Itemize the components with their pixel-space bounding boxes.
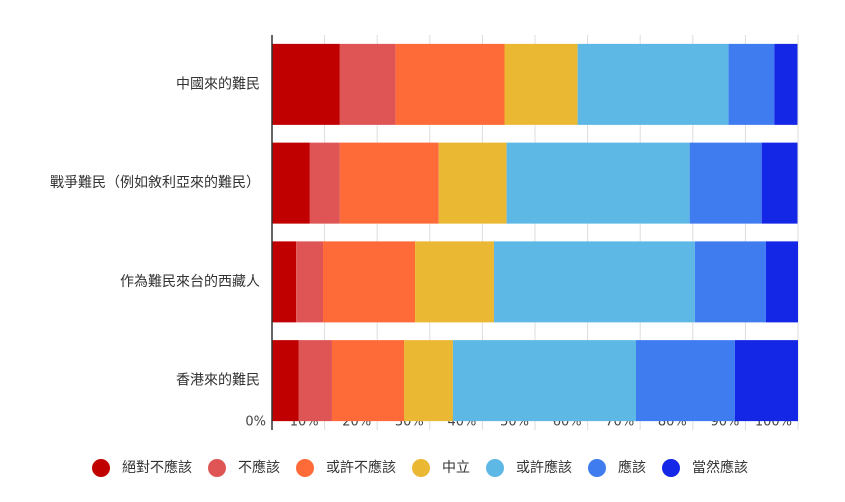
bar-segment bbox=[728, 43, 775, 125]
bar-segment bbox=[577, 43, 729, 125]
legend-marker bbox=[92, 459, 110, 477]
bar-segment bbox=[635, 340, 735, 422]
bar-segment bbox=[734, 340, 798, 422]
x-tick-label: 0% bbox=[245, 415, 266, 430]
bar-segment bbox=[774, 43, 798, 125]
legend-label: 或許應該 bbox=[516, 459, 572, 476]
legend-label: 中立 bbox=[442, 460, 470, 476]
bar-segment bbox=[493, 241, 695, 323]
legend-label: 或許不應該 bbox=[326, 459, 396, 476]
bar-segment bbox=[504, 43, 578, 125]
bar-segment bbox=[765, 241, 798, 323]
bar-segment bbox=[506, 142, 690, 224]
y-tick-label: 中國來的難民 bbox=[176, 76, 260, 92]
y-tick-label: 作為難民來台的西藏人 bbox=[120, 274, 260, 290]
legend-label: 不應該 bbox=[238, 459, 280, 476]
y-tick-label: 戰爭難民（例如敘利亞來的難民） bbox=[50, 174, 260, 191]
legend-label: 當然應該 bbox=[692, 459, 748, 476]
bar-segment bbox=[339, 142, 439, 224]
legend-label: 絕對不應該 bbox=[122, 459, 192, 476]
bar-segment bbox=[272, 241, 297, 323]
legend-marker bbox=[486, 459, 504, 477]
bar-segment bbox=[339, 43, 396, 125]
bar-segment bbox=[415, 241, 494, 323]
bar-segment bbox=[272, 340, 299, 422]
bar-segment bbox=[272, 43, 340, 125]
bar-segment bbox=[761, 142, 798, 224]
legend-marker bbox=[412, 459, 430, 477]
legend-marker bbox=[588, 459, 606, 477]
bar-segment bbox=[298, 340, 332, 422]
bar-segment bbox=[689, 142, 762, 224]
bar-segment bbox=[694, 241, 766, 323]
bar-segment bbox=[452, 340, 636, 422]
bar-segment bbox=[309, 142, 340, 224]
bar-segment bbox=[438, 142, 507, 224]
bar-segment bbox=[323, 241, 416, 323]
y-tick-label: 香港來的難民 bbox=[176, 373, 260, 389]
bar-segment bbox=[296, 241, 324, 323]
legend-marker bbox=[208, 459, 226, 477]
legend-marker bbox=[296, 459, 314, 477]
bar-segment bbox=[404, 340, 453, 422]
bar-segment bbox=[272, 142, 310, 224]
legend-label: 應該 bbox=[618, 459, 646, 476]
legend-marker bbox=[662, 459, 680, 477]
bar-segment bbox=[331, 340, 405, 422]
bar-segment bbox=[395, 43, 505, 125]
